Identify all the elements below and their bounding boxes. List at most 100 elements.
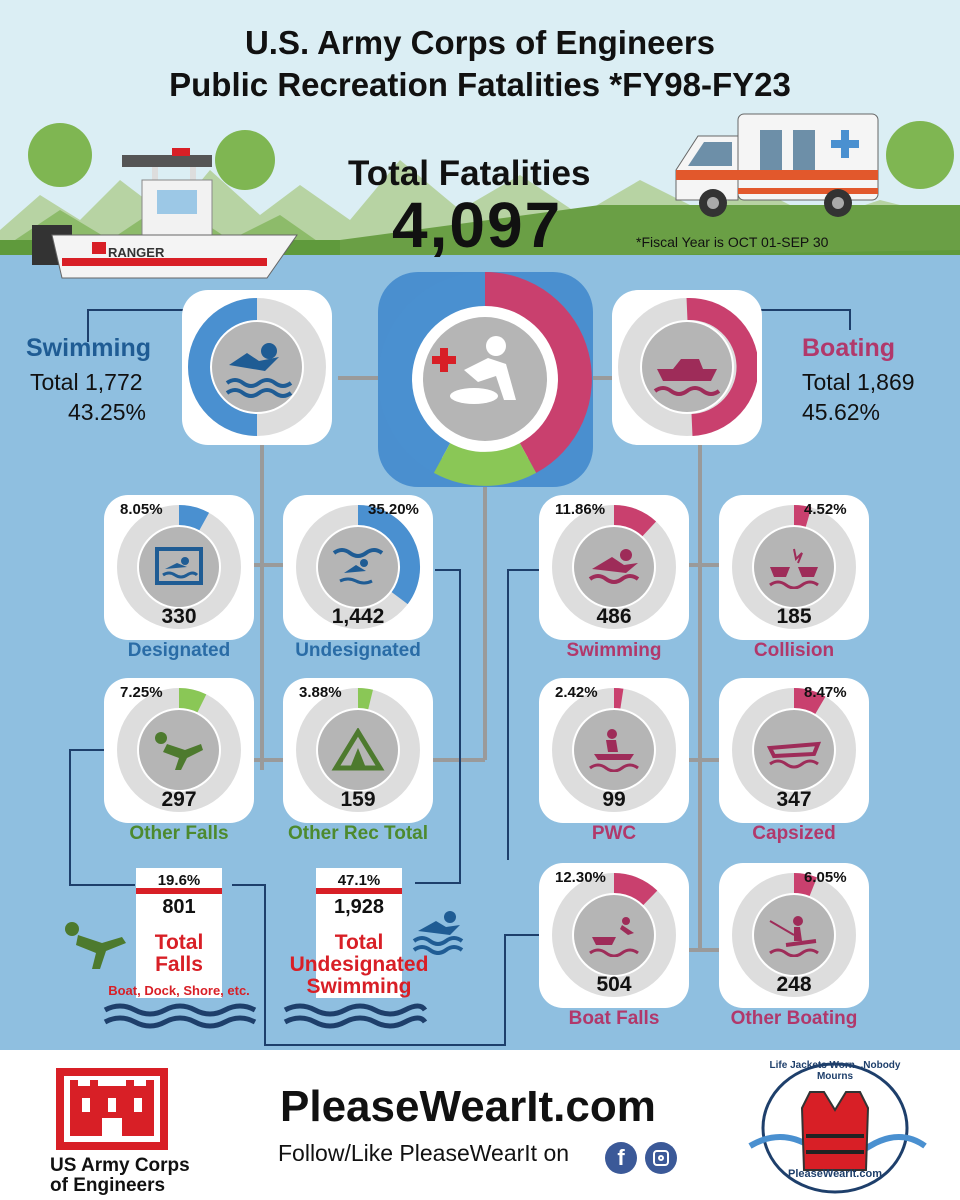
title-line2: Public Recreation Fatalities *FY98-FY23 — [169, 66, 791, 103]
swimming-title: Swimming — [26, 334, 152, 362]
category-label: Other Falls — [129, 823, 229, 844]
category-donut-slice — [178, 687, 207, 713]
usace-castle-logo — [56, 1068, 168, 1150]
category-label: Collision — [753, 640, 835, 661]
swimming-ring-card — [182, 290, 332, 445]
category-card: 6.05% 248 — [719, 863, 869, 1008]
undesignated-summary-pct: 47.1% — [316, 868, 402, 894]
category-count: 347 — [776, 788, 812, 811]
follow-text: Follow/Like PleaseWearIt on — [278, 1140, 570, 1166]
undesignated-summary-label1: Total — [334, 931, 384, 954]
undesignated-summary-label2: Undesignated — [289, 953, 429, 976]
category-donut-slice — [793, 688, 826, 715]
category-percent: 2.42% — [555, 684, 598, 701]
undesignated-swim-icon — [332, 548, 384, 585]
falls-summary-note: Boat, Dock, Shore, etc. — [108, 983, 250, 998]
falls-summary-pillar: 19.6% 801 — [136, 868, 222, 998]
category-donut-slice — [357, 505, 421, 605]
category-card: 3.88% 159 — [283, 678, 433, 823]
total-fatalities-label: Total Fatalities — [348, 154, 591, 193]
swimmer-icon — [412, 911, 464, 955]
category-donut-slice — [178, 504, 210, 531]
category-label: Other Boating — [730, 1008, 858, 1029]
category-donut-slice — [793, 505, 812, 527]
category-percent: 4.52% — [804, 501, 847, 518]
category-donut-slice — [357, 688, 373, 710]
falls-summary-count: 801 — [162, 896, 196, 918]
swimmer-icon — [588, 549, 640, 584]
category-donut-slice — [613, 687, 624, 709]
instagram-icon[interactable] — [645, 1142, 677, 1174]
category-donut-slice — [613, 873, 658, 906]
category-percent: 11.86% — [555, 501, 606, 518]
category-percent: 3.88% — [299, 684, 342, 701]
category-card: 2.42% 99 — [539, 678, 689, 823]
website-link[interactable]: PleaseWearIt.com — [280, 1082, 656, 1131]
fiscal-year-note: *Fiscal Year is OCT 01-SEP 30 — [636, 234, 829, 250]
category-percent: 8.47% — [804, 684, 847, 701]
badge-slogan: Life Jackets Worn...Nobody Mourns — [769, 1060, 901, 1082]
undesignated-summary-label3: Swimming — [306, 975, 412, 998]
category-percent: 35.20% — [368, 501, 419, 518]
water-ski-icon — [769, 916, 819, 957]
category-card: 35.20% 1,442 — [283, 495, 433, 640]
category-donut — [732, 505, 856, 629]
category-label: Capsized — [752, 823, 836, 844]
category-label: Boat Falls — [568, 1008, 660, 1029]
ranger-boat-icon — [32, 148, 298, 279]
category-donut-slice — [793, 872, 818, 897]
org-name-line1: US Army Corps — [50, 1155, 190, 1176]
pillar-waves — [103, 1003, 428, 1029]
title-line1: U.S. Army Corps of Engineers — [244, 24, 716, 61]
category-label: Swimming — [566, 640, 662, 661]
tent-icon — [331, 728, 385, 771]
designated-pool-icon — [155, 547, 203, 585]
total-ring-card — [378, 272, 593, 487]
category-count: 99 — [602, 788, 626, 811]
category-donut — [732, 688, 856, 812]
category-count: 297 — [161, 788, 197, 811]
total-donut — [378, 272, 592, 486]
category-count: 248 — [776, 973, 812, 996]
category-card: 11.86% 486 — [539, 495, 689, 640]
boat-label: RANGER — [108, 245, 165, 260]
org-name-line2: of Engineers — [50, 1175, 166, 1196]
category-donut — [552, 873, 676, 997]
boat-fall-icon — [589, 917, 639, 957]
category-count: 504 — [596, 973, 632, 996]
category-count: 486 — [596, 605, 632, 628]
category-card: 12.30% 504 — [539, 863, 689, 1008]
category-donut-slice — [613, 505, 657, 537]
category-percent: 7.25% — [120, 684, 163, 701]
swimming-total: Total 1,772 — [30, 369, 143, 395]
category-percent: 8.05% — [120, 501, 163, 518]
falls-summary-pct: 19.6% — [136, 868, 222, 894]
falling-person-icon — [155, 732, 203, 770]
category-card: 8.47% 347 — [719, 678, 869, 823]
boating-ring-card — [612, 290, 762, 445]
ambulance-icon — [675, 113, 879, 217]
boating-title: Boating — [802, 334, 896, 362]
capsized-boat-icon — [766, 741, 822, 769]
total-fatalities-value: 4,097 — [392, 189, 563, 261]
boating-donut — [618, 297, 757, 436]
life-jacket-badge — [748, 1062, 927, 1194]
category-count: 185 — [776, 605, 812, 628]
category-label: Undesignated — [295, 640, 421, 661]
category-count: 159 — [340, 788, 376, 811]
swimming-percent: 43.25% — [68, 399, 147, 425]
undesignated-summary-count: 1,928 — [333, 896, 385, 918]
category-percent: 12.30% — [555, 869, 606, 886]
facebook-icon[interactable]: f — [605, 1142, 637, 1174]
category-label: Other Rec Total — [287, 823, 429, 844]
falls-summary-label1: Total — [154, 931, 204, 954]
falling-person-icon — [65, 922, 126, 969]
pwc-icon — [589, 729, 639, 772]
category-percent: 6.05% — [804, 869, 847, 886]
boating-total: Total 1,869 — [802, 369, 915, 395]
category-card: 7.25% 297 — [104, 678, 254, 823]
badge-site: PleaseWearIt.com — [788, 1168, 882, 1180]
collision-icon — [769, 548, 819, 589]
swimming-donut — [188, 298, 326, 436]
